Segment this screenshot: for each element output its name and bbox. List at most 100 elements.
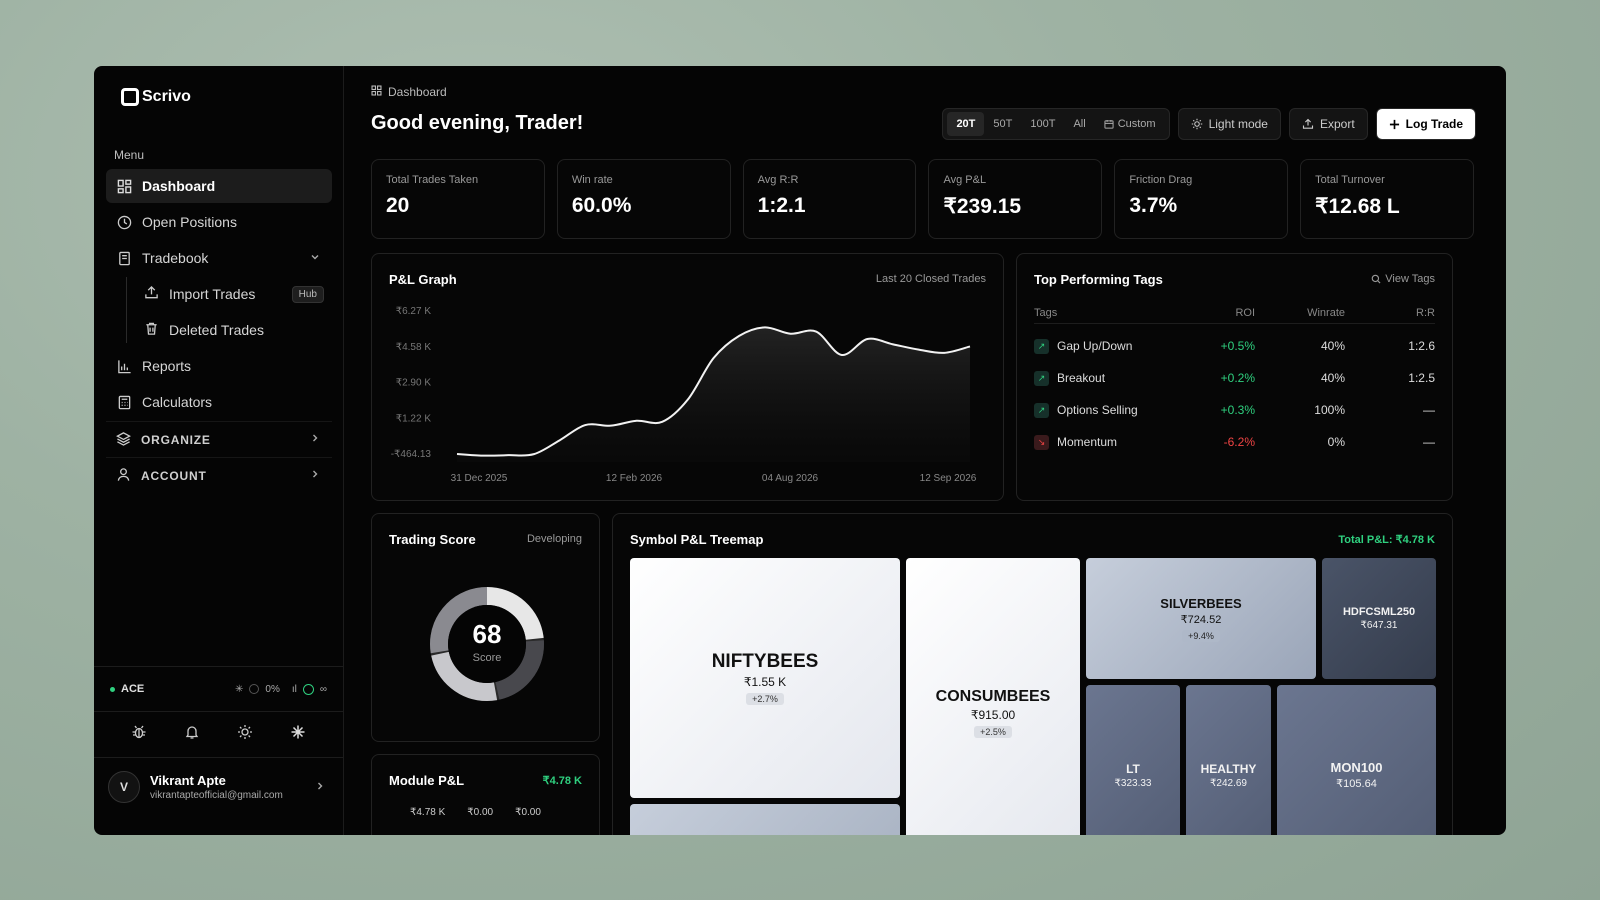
treemap-tile-hdfcsml250[interactable]: HDFCSML250 ₹647.31 [1322, 558, 1436, 679]
trash-icon [144, 321, 159, 339]
chevron-right-icon[interactable] [310, 469, 320, 482]
sidebar-item-tradebook[interactable]: Tradebook [106, 241, 332, 275]
user-info: Vikrant Apte vikrantapteofficial@gmail.c… [150, 773, 283, 801]
status-pct: 0% [265, 683, 280, 695]
view-tags-link[interactable]: View Tags [1371, 273, 1435, 285]
tile-value: ₹242.69 [1210, 777, 1247, 789]
tile-value: ₹724.52 [1180, 613, 1222, 626]
sidebar-item-label: Calculators [142, 394, 213, 410]
grid-icon [371, 85, 382, 99]
light-mode-label: Light mode [1208, 117, 1268, 131]
table-row[interactable]: ↗ Options Selling +0.3% 100% — [1034, 394, 1435, 426]
table-row[interactable]: ↗ Breakout +0.2% 40% 1:2.5 [1034, 362, 1435, 394]
breadcrumb-label[interactable]: Dashboard [388, 85, 447, 99]
chevron-right-icon[interactable] [310, 433, 320, 446]
sidebar-item-reports[interactable]: Reports [106, 349, 332, 383]
col-header: ROI [1235, 306, 1255, 319]
treemap-total: Total P&L: ₹4.78 K [1338, 534, 1435, 546]
treemap-tile-consumbees[interactable]: CONSUMBEES ₹915.00 +2.5% [906, 558, 1080, 835]
sidebar-item-open-positions[interactable]: Open Positions [106, 205, 332, 239]
stat-card: Total Trades Taken 20 [371, 159, 545, 239]
sidebar-group-label: ACCOUNT [141, 468, 207, 483]
tag-cell: ↗ Breakout [1034, 370, 1185, 386]
app-logo[interactable]: Scrivo [121, 88, 191, 106]
tile-pct: +2.7% [746, 693, 784, 705]
status-dot [110, 686, 115, 692]
stat-value: ₹12.68 L [1315, 195, 1400, 218]
tradebook-submenu: Import Trades Hub Deleted Trades [106, 277, 332, 347]
stat-value: 1:2.1 [757, 194, 806, 217]
sidebar-item-deleted-trades[interactable]: Deleted Trades [106, 313, 332, 347]
module-values: ₹4.78 K ₹0.00 ₹0.00 [410, 807, 541, 818]
stat-label: Avg R:R [757, 174, 799, 186]
tag-roi: +0.3% [1220, 403, 1255, 417]
log-trade-label: Log Trade [1405, 117, 1463, 131]
stat-card: Total Turnover ₹12.68 L [1300, 159, 1474, 239]
stat-value: ₹239.15 [943, 195, 1022, 218]
sun-icon[interactable] [237, 724, 253, 745]
light-mode-button[interactable]: Light mode [1177, 108, 1281, 140]
range-20t[interactable]: 20T [947, 112, 985, 136]
tag-winrate: 100% [1314, 403, 1345, 417]
range-all[interactable]: All [1073, 118, 1086, 130]
export-label: Export [1319, 117, 1355, 131]
sidebar-item-import-trades[interactable]: Import Trades Hub [106, 277, 332, 311]
symbol-treemap-card: Symbol P&L Treemap Total P&L: ₹4.78 K NI… [612, 513, 1453, 835]
sidebar: Scrivo Menu Dashboard Open Positions Tr [94, 66, 344, 835]
card-subtitle: Last 20 Closed Trades [875, 273, 986, 285]
table-row[interactable]: ↗ Gap Up/Down +0.5% 40% 1:2.6 [1034, 330, 1435, 362]
tile-value: ₹105.64 [1336, 778, 1377, 790]
clock-icon [116, 214, 132, 230]
range-custom[interactable]: Custom [1095, 112, 1165, 136]
treemap-tile-silverbees[interactable]: SILVERBEES ₹724.52 +9.4% [1086, 558, 1316, 679]
pl-area [457, 327, 970, 462]
score-status: Developing [526, 533, 582, 545]
bell-icon[interactable] [184, 724, 200, 745]
sidebar-group-organize[interactable]: ORGANIZE [106, 421, 332, 457]
book-icon [116, 250, 132, 266]
table-row[interactable]: ↘ Momentum -6.2% 0% — [1034, 426, 1435, 458]
tag-winrate: 0% [1327, 435, 1345, 449]
sparkle-icon[interactable] [290, 724, 306, 745]
treemap-tile-extra[interactable] [630, 804, 900, 835]
treemap-tile-niftybees[interactable]: NIFTYBEES ₹1.55 K +2.7% [630, 558, 900, 798]
toolbar: 20T 50T 100T All Custom Light mode Expor… [942, 108, 1476, 140]
stat-card: Friction Drag 3.7% [1114, 159, 1289, 239]
chevron-down-icon[interactable] [310, 252, 320, 265]
sidebar-item-dashboard[interactable]: Dashboard [106, 169, 332, 203]
trend-up-icon: ↗ [1034, 402, 1049, 418]
active-ring-icon [302, 683, 314, 695]
score-label: Score [472, 652, 502, 664]
bar-chart-icon [116, 358, 132, 374]
sidebar-item-label: Import Trades [169, 286, 256, 302]
stat-value: 60.0% [571, 194, 632, 217]
pl-chart: ₹6.27 K ₹4.58 K ₹2.90 K ₹1.22 K -₹464.13 31 … [391, 306, 977, 484]
tile-name: CONSUMBEES [935, 688, 1051, 705]
module-value: ₹0.00 [467, 807, 494, 818]
stat-value: 20 [386, 194, 410, 217]
col-header: R:R [1416, 306, 1435, 319]
sidebar-group-account[interactable]: ACCOUNT [106, 457, 332, 493]
quick-actions [94, 711, 343, 757]
user-profile[interactable]: V Vikrant Apte vikrantapteofficial@gmail… [94, 757, 343, 815]
card-title: P&L Graph [389, 272, 457, 287]
y-tick-label: ₹4.58 K [396, 342, 432, 353]
chevron-right-icon[interactable] [315, 779, 325, 794]
sidebar-item-calculators[interactable]: Calculators [106, 385, 332, 419]
tag-roi: +0.5% [1220, 339, 1255, 353]
treemap-tile-mon100[interactable]: MON100 ₹105.64 [1277, 685, 1436, 835]
tag-rr: — [1423, 403, 1435, 417]
sidebar-item-label: Tradebook [142, 250, 209, 266]
trend-up-icon: ↗ [1034, 338, 1049, 354]
progress-ring-icon [249, 684, 260, 694]
log-trade-button[interactable]: Log Trade [1375, 108, 1476, 140]
bug-icon[interactable] [131, 724, 147, 745]
treemap-tile-lt[interactable]: LT ₹323.33 [1086, 685, 1180, 835]
card-title: Top Performing Tags [1034, 272, 1163, 287]
export-button[interactable]: Export [1288, 108, 1368, 140]
range-100t[interactable]: 100T [1030, 118, 1056, 130]
treemap-tile-healthy[interactable]: HEALTHY ₹242.69 [1186, 685, 1271, 835]
sidebar-item-label: Open Positions [142, 214, 237, 230]
trend-down-icon: ↘ [1034, 434, 1049, 450]
range-50t[interactable]: 50T [993, 118, 1013, 130]
